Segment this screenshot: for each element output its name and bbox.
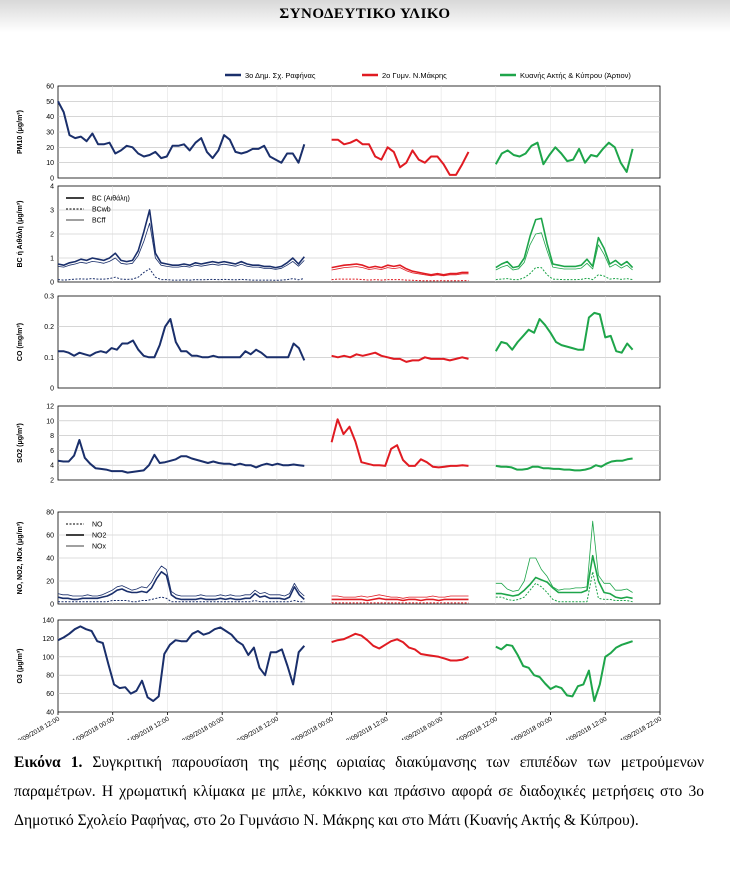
series-line-bc-site1-4 — [331, 266, 469, 277]
x-tick-label: 11/09/2018 00:00 — [69, 715, 116, 740]
y-tick-label: 40 — [46, 710, 54, 717]
legend-label-site-0: 3ο Δημ. Σχ. Ραφήνας — [245, 71, 316, 80]
x-tick-label: 14/09/2018 00:00 — [506, 715, 554, 740]
y-tick-label: 40 — [46, 114, 54, 121]
series-line-pm10-site1-1 — [331, 138, 470, 176]
y-axis-label-pm10: PM10 (μg/m³) — [17, 110, 24, 154]
series-line-nox-site1-4 — [331, 594, 469, 599]
series-line-bc-site0-1 — [57, 222, 305, 270]
legend-label-site-2: Κυανής Ακτής & Κύπρου (Άρτιον) — [520, 71, 631, 80]
y-tick-label: 0 — [50, 602, 54, 609]
series-line-nox-site1-3 — [331, 597, 469, 602]
series-line-so2-site0-0 — [57, 439, 305, 474]
series-line-so2-site1-1 — [330, 418, 469, 469]
y-tick-label: 20 — [46, 579, 54, 586]
series-line-o3-site1-1 — [331, 632, 469, 662]
series-line-co-site2-2 — [494, 311, 634, 354]
y-tick-label: 80 — [46, 510, 54, 517]
x-tick-label: 14/09/2018 22:00 — [616, 715, 664, 740]
x-tick-label: 14/09/2018 12:00 — [451, 715, 499, 740]
y-tick-label: 0 — [50, 386, 54, 393]
panel-frame-o3 — [57, 619, 661, 713]
series-line-bc-site2-8 — [495, 267, 633, 281]
x-tick-label: 13/09/2018 12:00 — [342, 715, 390, 740]
x-tick-label: 14/09/2018 00:00 — [397, 715, 445, 740]
page-header-band — [0, 0, 730, 32]
series-line-bc-site0-0 — [57, 209, 305, 269]
y-tick-label: 1 — [50, 256, 54, 263]
y-tick-label: 80 — [46, 673, 54, 680]
inner-legend-label-bc-0: BC (Αιθάλη) — [92, 195, 130, 203]
y-tick-label: 6 — [50, 448, 54, 455]
y-tick-label: 50 — [46, 99, 54, 106]
figure-caption: Εικόνα 1. Συγκριτική παρουσίαση της μέση… — [14, 748, 704, 835]
y-tick-label: 100 — [42, 654, 54, 661]
series-line-pm10-site2-2 — [494, 141, 634, 173]
series-line-nox-site0-1 — [57, 565, 305, 597]
inner-legend-label-bc-1: BCwb — [92, 207, 111, 214]
y-tick-label: 4 — [50, 184, 54, 191]
inner-legend-label-nox-1: NO2 — [92, 533, 107, 540]
series-line-o3-site0-0 — [57, 625, 306, 702]
y-tick-label: 0.3 — [44, 294, 54, 301]
x-tick-label: 14/09/2018 12:00 — [561, 715, 609, 740]
series-line-so2-site2-2 — [495, 457, 633, 472]
y-tick-label: 0.2 — [44, 324, 54, 331]
series-line-co-site1-1 — [331, 351, 469, 363]
series-line-nox-site0-0 — [57, 570, 305, 601]
series-line-o3-site2-2 — [495, 640, 633, 702]
y-tick-label: 2 — [50, 478, 54, 485]
inner-legend-label-nox-2: NOx — [92, 544, 107, 551]
y-axis-label-bc: BC ή Αιθάλη (μg/m³) — [16, 201, 24, 268]
series-line-nox-site2-8 — [495, 571, 633, 603]
y-tick-label: 10 — [46, 418, 54, 425]
x-tick-label: 13/09/2018 00:00 — [287, 715, 335, 740]
page-title: ΣΥΝΟΔΕΥΤΙΚΟ ΥΛΙΚΟ — [279, 6, 451, 22]
series-line-co-site0-0 — [58, 318, 306, 361]
x-tick-label: 12/09/2018 00:00 — [178, 715, 226, 740]
y-tick-label: 2 — [50, 232, 54, 239]
y-tick-label: 30 — [46, 130, 54, 137]
y-tick-label: 0 — [50, 176, 54, 183]
inner-legend-label-nox-0: NO — [92, 522, 103, 529]
y-tick-label: 0 — [50, 280, 54, 287]
legend-label-site-1: 2ο Γυμν. Ν.Μάκρης — [382, 71, 447, 80]
y-tick-label: 8 — [50, 433, 54, 440]
inner-legend-label-bc-2: BCff — [92, 218, 106, 225]
series-line-nox-site0-2 — [58, 596, 305, 603]
series-line-bc-site2-6 — [495, 217, 634, 269]
series-line-bc-site1-3 — [331, 263, 469, 276]
series-line-bc-site0-2 — [57, 268, 305, 281]
series-line-nox-site2-6 — [495, 554, 633, 600]
series-line-pm10-site0-0 — [57, 100, 306, 164]
y-tick-label: 4 — [50, 463, 54, 470]
y-axis-label-co: CO (mg/m³) — [17, 323, 24, 361]
y-tick-label: 20 — [46, 145, 54, 152]
figure-caption-label: Εικόνα 1. — [14, 754, 83, 771]
y-tick-label: 40 — [46, 556, 54, 563]
y-tick-label: 0.1 — [44, 355, 54, 362]
y-axis-label-nox: NO, NO2, NOx (μg/m³) — [17, 522, 24, 595]
x-tick-label: 10/09/2018 12:00 — [14, 715, 62, 740]
y-tick-label: 60 — [46, 691, 54, 698]
y-axis-label-so2: SO2 (μg/m³) — [17, 423, 24, 463]
y-tick-label: 10 — [46, 160, 54, 167]
x-tick-label: 12/09/2018 12:00 — [233, 715, 281, 740]
panel-frame-so2 — [57, 405, 661, 481]
y-tick-label: 60 — [46, 84, 54, 91]
y-axis-label-o3: O3 (μg/m³) — [17, 648, 24, 683]
figure-caption-text: Συγκριτική παρουσίαση της μέσης ωριαίας … — [14, 754, 704, 829]
y-tick-label: 120 — [42, 636, 54, 643]
x-tick-label: 11/09/2018 12:00 — [124, 715, 171, 740]
series-line-bc-site2-7 — [495, 232, 633, 271]
series-line-bc-site1-5 — [331, 278, 469, 282]
figure-chart: 3ο Δημ. Σχ. Ραφήνας 2ο Γυμν. Ν.Μάκρης Κυαν… — [14, 71, 664, 740]
series-line-nox-site2-7 — [495, 520, 633, 593]
y-tick-label: 3 — [50, 208, 54, 215]
y-tick-label: 140 — [42, 618, 54, 625]
panel-frame-co — [57, 295, 661, 389]
y-tick-label: 60 — [46, 533, 54, 540]
y-tick-label: 12 — [46, 404, 54, 411]
